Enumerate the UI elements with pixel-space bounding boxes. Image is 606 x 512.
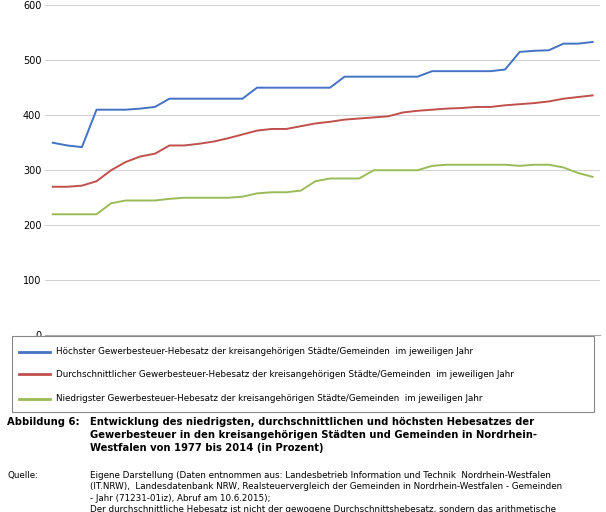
Text: Quelle:: Quelle: [7, 471, 38, 480]
Text: Entwicklung des niedrigsten, durchschnittlichen und höchsten Hebesatzes der
Gewe: Entwicklung des niedrigsten, durchschnit… [90, 417, 537, 453]
Text: Niedrigster Gewerbesteuer-Hebesatz der kreisangehörigen Städte/Gemeinden  im jew: Niedrigster Gewerbesteuer-Hebesatz der k… [56, 394, 482, 403]
Text: Abbildung 6:: Abbildung 6: [7, 417, 80, 426]
FancyBboxPatch shape [12, 336, 594, 412]
Text: Durchschnittlicher Gewerbesteuer-Hebesatz der kreisangehörigen Städte/Gemeinden : Durchschnittlicher Gewerbesteuer-Hebesat… [56, 370, 514, 379]
Text: Höchster Gewerbesteuer-Hebesatz der kreisangehörigen Städte/Gemeinden  im jeweil: Höchster Gewerbesteuer-Hebesatz der krei… [56, 347, 473, 356]
Text: Eigene Darstellung (Daten entnommen aus: Landesbetrieb Information und Technik  : Eigene Darstellung (Daten entnommen aus:… [90, 471, 562, 512]
